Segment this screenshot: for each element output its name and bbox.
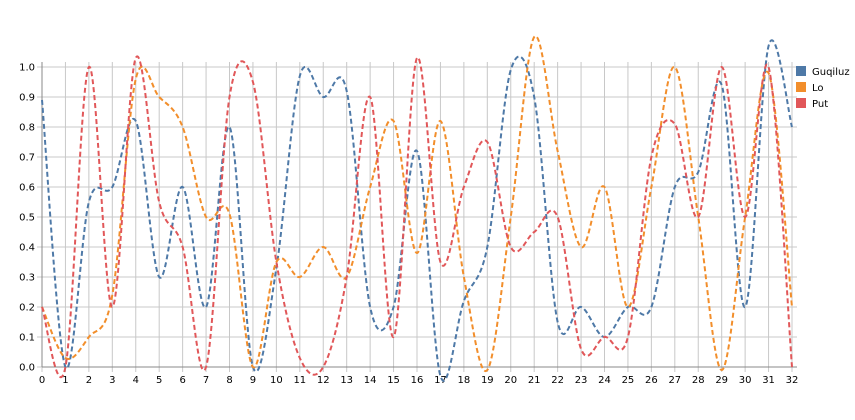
y-tick-label: 0.5 <box>19 213 35 224</box>
y-tick-label: 0.8 <box>19 123 35 134</box>
legend-swatch-guqiluz <box>796 66 806 76</box>
x-tick-label: 7 <box>203 375 209 386</box>
x-tick-label: 32 <box>786 375 799 386</box>
axes: 0 1 2 3 4 5 6 7 8 9 10 11 12 13 14 15 16 17 18 19 20 21 22 23 24… <box>19 62 798 386</box>
x-tick-label: 19 <box>481 375 494 386</box>
y-tick-label: 0.3 <box>19 273 35 284</box>
x-tick-label: 28 <box>692 375 705 386</box>
series-group <box>41 35 793 382</box>
x-tick-label: 16 <box>411 375 424 386</box>
y-tick-label: 0.7 <box>19 153 35 164</box>
series-line-lo <box>41 35 793 373</box>
grid <box>37 62 797 372</box>
x-tick-label: 18 <box>458 375 471 386</box>
x-tick-label: 29 <box>715 375 728 386</box>
x-tick-label: 13 <box>340 375 353 386</box>
x-tick-label: 1 <box>62 375 68 386</box>
y-tick-label: 0.1 <box>19 333 35 344</box>
x-tick-label: 25 <box>622 375 635 386</box>
x-tick-label: 15 <box>387 375 400 386</box>
x-tick-label: 20 <box>504 375 517 386</box>
x-tick-label: 3 <box>109 375 115 386</box>
y-tick-label: 0.0 <box>19 363 35 374</box>
legend-label-lo: Lo <box>812 83 824 94</box>
x-tick-label: 26 <box>645 375 658 386</box>
x-tick-label: 9 <box>250 375 256 386</box>
legend-label-guqiluz: Guqiluz <box>812 67 850 78</box>
legend-label-put: Put <box>812 99 828 110</box>
x-tick-label: 27 <box>668 375 681 386</box>
legend-swatch-lo <box>796 82 806 92</box>
x-tick-label: 22 <box>551 375 564 386</box>
x-tick-label: 17 <box>434 375 447 386</box>
x-tick-label: 6 <box>179 375 185 386</box>
x-tick-label: 8 <box>226 375 232 386</box>
y-tick-label: 0.2 <box>19 303 35 314</box>
y-tick-label: 0.6 <box>19 183 35 194</box>
y-tick-label: 1.0 <box>19 63 35 74</box>
x-tick-label: 12 <box>317 375 330 386</box>
x-tick-label: 4 <box>133 375 139 386</box>
x-tick-label: 0 <box>39 375 45 386</box>
legend: Guqiluz Lo Put <box>796 66 850 110</box>
series-line-put <box>41 55 793 379</box>
x-tick-label: 2 <box>86 375 92 386</box>
x-tick-label: 11 <box>293 375 306 386</box>
x-tick-label: 31 <box>762 375 775 386</box>
x-tick-label: 24 <box>598 375 611 386</box>
x-tick-label: 14 <box>364 375 377 386</box>
legend-swatch-put <box>796 98 806 108</box>
x-tick-label: 30 <box>739 375 752 386</box>
x-tick-label: 23 <box>575 375 588 386</box>
x-tick-label: 10 <box>270 375 283 386</box>
x-tick-label: 5 <box>156 375 162 386</box>
y-tick-label: 0.4 <box>19 243 35 254</box>
y-tick-label: 0.9 <box>19 93 35 104</box>
series-line-guqiluz <box>41 39 793 382</box>
x-tick-label: 21 <box>528 375 541 386</box>
